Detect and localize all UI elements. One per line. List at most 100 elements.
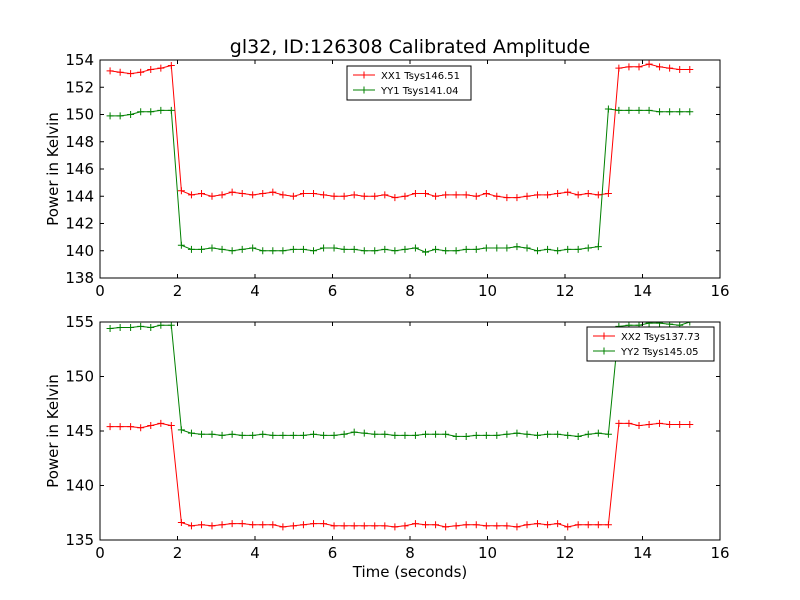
data-point-marker — [513, 243, 521, 251]
data-point-marker — [177, 426, 185, 434]
data-point-marker — [269, 247, 277, 255]
data-point-marker — [279, 191, 287, 199]
data-point-marker — [676, 108, 684, 116]
data-point-marker — [167, 106, 175, 114]
data-point-marker — [330, 244, 338, 252]
data-point-marker — [187, 191, 195, 199]
data-point-marker — [371, 430, 379, 438]
data-point-marker — [452, 432, 460, 440]
data-point-marker — [116, 68, 124, 76]
x-tick-label: 4 — [250, 544, 260, 562]
data-point-marker — [584, 430, 592, 438]
data-point-marker — [116, 112, 124, 120]
data-point-marker — [269, 521, 277, 529]
data-point-marker — [574, 432, 582, 440]
legend-swatch-marker — [600, 332, 608, 340]
data-point-marker — [249, 191, 257, 199]
data-point-marker — [279, 523, 287, 531]
data-point-marker — [666, 64, 674, 72]
data-point-marker — [167, 322, 175, 329]
data-point-marker — [330, 192, 338, 200]
data-point-marker — [289, 245, 297, 253]
series-line-2 — [110, 322, 690, 437]
data-point-marker — [493, 192, 501, 200]
data-point-marker — [127, 111, 135, 118]
data-point-marker — [259, 247, 267, 255]
data-point-marker — [289, 192, 297, 200]
data-point-marker — [554, 190, 562, 198]
data-point-marker — [615, 106, 623, 114]
legend-swatch-marker — [360, 71, 368, 79]
data-point-marker — [462, 521, 470, 529]
series-line-1 — [110, 63, 690, 199]
data-point-marker — [116, 423, 124, 431]
data-point-marker — [279, 431, 287, 439]
data-point-marker — [432, 192, 440, 200]
data-point-marker — [218, 191, 226, 199]
data-point-marker — [167, 61, 175, 69]
data-point-marker — [208, 244, 216, 252]
data-point-marker — [249, 521, 257, 529]
data-point-marker — [493, 522, 501, 530]
data-point-marker — [320, 520, 328, 528]
data-point-marker — [472, 245, 480, 253]
data-point-marker — [472, 521, 480, 529]
data-point-marker — [350, 522, 358, 530]
data-point-marker — [340, 430, 348, 438]
data-point-marker — [350, 428, 358, 436]
data-point-marker — [269, 188, 277, 196]
data-point-marker — [564, 188, 572, 196]
data-point-marker — [238, 245, 246, 253]
data-point-marker — [208, 522, 216, 530]
data-point-marker — [381, 245, 389, 253]
data-point-marker — [432, 521, 440, 529]
data-point-marker — [523, 521, 531, 529]
data-point-marker — [157, 419, 165, 427]
data-point-marker — [238, 431, 246, 439]
data-point-marker — [157, 64, 165, 72]
data-point-marker — [147, 323, 155, 331]
x-tick-label: 12 — [555, 282, 574, 300]
series-line-1 — [110, 422, 690, 528]
data-point-marker — [167, 422, 175, 430]
data-point-marker — [279, 247, 287, 255]
data-point-marker — [533, 247, 541, 255]
data-point-marker — [544, 521, 552, 529]
data-point-marker — [198, 245, 206, 253]
data-point-marker — [533, 191, 541, 199]
data-point-marker — [686, 322, 694, 326]
data-point-marker — [371, 247, 379, 255]
data-point-marker — [208, 192, 216, 200]
data-point-marker — [147, 108, 155, 116]
data-point-marker — [615, 64, 623, 72]
data-point-marker — [625, 419, 633, 427]
data-point-marker — [259, 430, 267, 438]
data-point-marker — [594, 429, 602, 437]
chart-panel-bottom: 0 2 4 6 8 10 12 14 16 135 140 145 150 155 Power in Kel… — [44, 313, 730, 562]
data-point-marker — [523, 244, 531, 252]
data-point-marker — [503, 430, 511, 438]
data-point-marker — [106, 67, 114, 75]
data-point-marker — [442, 247, 450, 255]
data-point-marker — [127, 423, 135, 431]
data-point-marker — [544, 245, 552, 253]
data-point-marker — [462, 432, 470, 440]
data-point-marker — [584, 521, 592, 529]
data-point-marker — [401, 431, 409, 439]
legend-box — [346, 65, 472, 101]
data-point-marker — [350, 245, 358, 253]
data-point-marker — [422, 521, 429, 529]
data-point-marker — [564, 431, 572, 439]
data-point-marker — [574, 521, 582, 529]
x-tick-label: 8 — [405, 544, 415, 562]
data-point-marker — [594, 243, 602, 251]
data-point-marker — [564, 523, 572, 531]
data-point-marker — [320, 431, 328, 439]
data-point-marker — [228, 188, 236, 196]
y-tick-label: 140 — [65, 477, 94, 495]
y-tick-label: 154 — [65, 51, 94, 69]
data-point-marker — [533, 520, 541, 528]
x-tick-label: 16 — [710, 282, 729, 300]
data-point-marker — [269, 431, 277, 439]
series-group — [106, 322, 694, 531]
